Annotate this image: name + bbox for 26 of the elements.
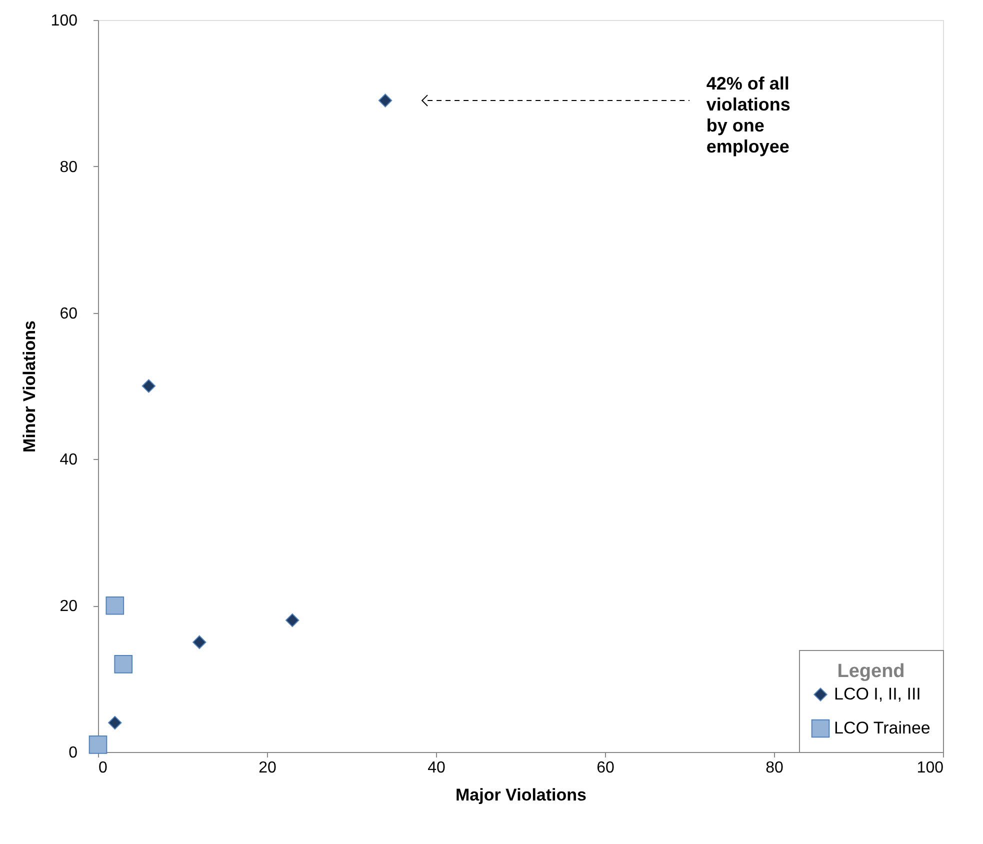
y-axis-title: Minor Violations — [20, 320, 39, 452]
legend-label: LCO Trainee — [834, 718, 930, 738]
y-tick-label: 20 — [60, 598, 78, 616]
point — [114, 655, 133, 674]
point — [108, 716, 122, 730]
x-tick-label: 60 — [596, 760, 614, 776]
point — [106, 596, 124, 615]
point — [192, 635, 206, 650]
x-tick-label: 0 — [98, 760, 108, 776]
point — [378, 94, 392, 108]
point — [88, 736, 108, 754]
annotation: 42% of all violations by one employee — [706, 74, 790, 157]
legend-label: LCO I, II, III — [834, 684, 921, 704]
y-tick-label: 0 — [68, 744, 78, 762]
x-tick-label: 100 — [916, 760, 944, 776]
x-axis-title: Major Violations — [456, 786, 586, 804]
legend-title: Legend — [837, 661, 905, 682]
x-tick-label: 40 — [428, 760, 446, 776]
y-tick-label: 60 — [60, 305, 78, 322]
x-tick-label: 20 — [258, 760, 276, 776]
y-tick-label: 80 — [60, 158, 78, 176]
point — [142, 379, 156, 393]
x-tick-label: 80 — [766, 760, 784, 776]
y-tick-label: 100 — [50, 12, 78, 30]
y-tick-label: 40 — [60, 452, 78, 469]
point — [286, 613, 300, 628]
